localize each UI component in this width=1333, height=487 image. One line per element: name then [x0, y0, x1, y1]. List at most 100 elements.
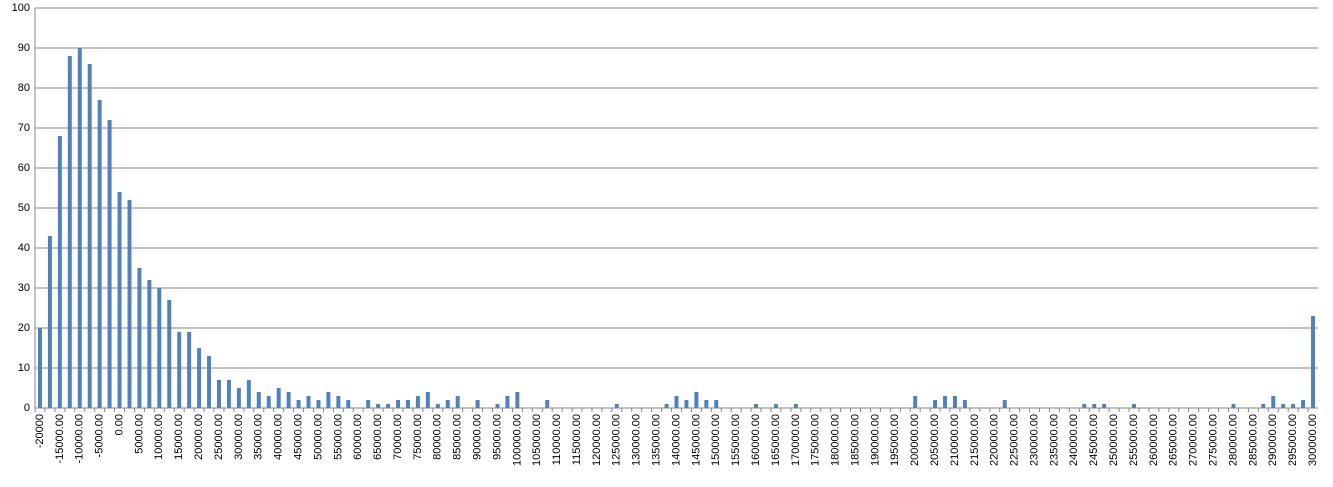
x-tick-label: 205000.00 [929, 414, 941, 466]
x-tick-label: 210000.00 [949, 414, 961, 466]
bar [256, 392, 261, 408]
x-tick-label: 215000.00 [969, 414, 981, 466]
bar [107, 120, 112, 408]
bar [933, 400, 938, 408]
x-tick-label: 235000.00 [1048, 414, 1060, 466]
x-tick-label: 55000.00 [332, 414, 344, 460]
x-tick-label: -10000.00 [74, 414, 86, 464]
y-tick-label: 80 [18, 82, 30, 94]
bar [684, 400, 689, 408]
bar [246, 380, 251, 408]
x-tick-label: 40000.00 [273, 414, 285, 460]
bar [1132, 404, 1136, 408]
bar [396, 400, 401, 408]
bar [773, 404, 778, 408]
bar [515, 392, 520, 408]
bar [1301, 400, 1306, 408]
bar [793, 404, 798, 408]
x-tick-label: -20000 [34, 414, 46, 448]
bar [943, 396, 948, 408]
bar [952, 396, 957, 408]
y-tick-label: 70 [18, 122, 30, 134]
bar [1311, 316, 1316, 408]
bar [614, 404, 619, 408]
bar [286, 392, 291, 408]
x-tick-label: 170000.00 [790, 414, 802, 466]
bar [495, 404, 500, 408]
bar [714, 400, 719, 408]
bar [336, 396, 341, 408]
x-tick-label: 300000.00 [1307, 414, 1319, 466]
bar [425, 392, 430, 408]
bar [405, 400, 410, 408]
x-tick-label: 135000.00 [651, 414, 663, 466]
x-tick-label: 285000.00 [1247, 414, 1259, 466]
bar [37, 328, 42, 408]
bar [445, 400, 450, 408]
bar [147, 280, 152, 408]
y-tick-label: 30 [18, 282, 30, 294]
x-tick-label: 260000.00 [1148, 414, 1160, 466]
x-tick-label: 30000.00 [233, 414, 245, 460]
x-tick-label: 100000.00 [511, 414, 523, 466]
bar [704, 400, 709, 408]
bar [455, 396, 460, 408]
x-tick-label: 225000.00 [1009, 414, 1021, 466]
bar [127, 200, 132, 408]
bar [1102, 404, 1107, 408]
y-tick-label: 60 [18, 162, 30, 174]
x-tick-label: 250000.00 [1108, 414, 1120, 466]
y-tick-label: 10 [18, 362, 30, 374]
bar [346, 400, 351, 408]
x-tick-label: 195000.00 [889, 414, 901, 466]
bar [1092, 404, 1097, 408]
y-tick-label: 100 [12, 2, 30, 14]
bar [316, 400, 321, 408]
y-tick-label: 0 [24, 402, 30, 414]
x-tick-label: 150000.00 [710, 414, 722, 466]
x-tick-label: 105000.00 [531, 414, 543, 466]
x-tick-label: 120000.00 [591, 414, 603, 466]
x-tick-label: 0.00 [113, 414, 125, 435]
bar [207, 356, 212, 408]
x-tick-label: 220000.00 [989, 414, 1001, 466]
x-tick-label: 265000.00 [1168, 414, 1180, 466]
bar [177, 332, 182, 408]
bar [1231, 404, 1236, 408]
bar [1271, 396, 1276, 408]
x-tick-label: 130000.00 [631, 414, 643, 466]
bar [217, 380, 221, 408]
bar [475, 400, 480, 408]
bar [366, 400, 371, 408]
bar [296, 400, 301, 408]
x-tick-label: 290000.00 [1267, 414, 1279, 466]
x-tick-label: 270000.00 [1188, 414, 1200, 466]
x-tick-label: 255000.00 [1128, 414, 1140, 466]
x-tick-label: 85000.00 [452, 414, 464, 460]
x-tick-label: 295000.00 [1287, 414, 1299, 466]
bar [1291, 404, 1296, 408]
x-tick-label: 125000.00 [611, 414, 623, 466]
x-tick-label: 60000.00 [352, 414, 364, 460]
x-tick-label: 145000.00 [690, 414, 702, 466]
x-tick-label: 175000.00 [810, 414, 822, 466]
x-tick-label: 280000.00 [1227, 414, 1239, 466]
bar [197, 348, 202, 408]
bar [187, 332, 192, 408]
bar [137, 268, 142, 408]
bar [57, 136, 62, 408]
x-tick-label: 15000.00 [173, 414, 185, 460]
x-tick-label: 155000.00 [730, 414, 742, 466]
x-tick-label: 10000.00 [153, 414, 165, 460]
bar [1261, 404, 1266, 408]
bar [962, 400, 967, 408]
bar [87, 64, 92, 408]
bar [67, 56, 72, 408]
x-tick-label: 75000.00 [412, 414, 424, 460]
x-tick-label: 180000.00 [830, 414, 842, 466]
x-tick-label: 160000.00 [750, 414, 762, 466]
x-tick-label: 65000.00 [372, 414, 384, 460]
x-tick-label: 70000.00 [392, 414, 404, 460]
bar [913, 396, 918, 408]
